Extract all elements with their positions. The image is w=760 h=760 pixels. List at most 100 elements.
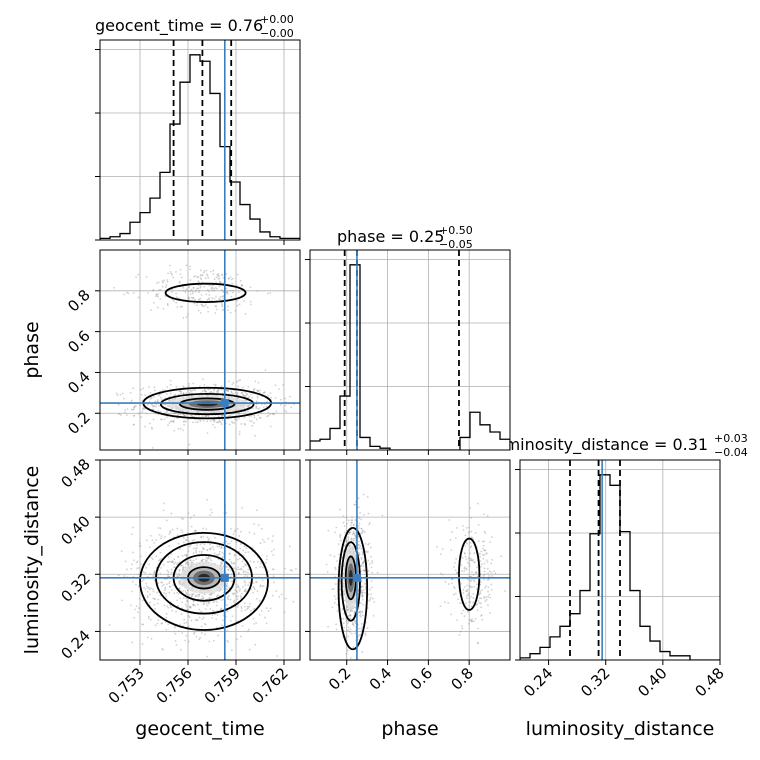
sample-point — [274, 397, 277, 399]
sample-point — [470, 516, 473, 519]
sample-point — [185, 316, 188, 318]
sample-point — [203, 602, 206, 605]
sample-point — [201, 390, 204, 393]
sample-point — [206, 536, 209, 539]
sample-point — [489, 596, 492, 599]
sample-point — [185, 591, 188, 594]
sample-point — [236, 381, 239, 383]
sample-point — [469, 552, 472, 555]
sample-point — [463, 566, 466, 569]
sample-point — [230, 527, 232, 530]
sample-point — [226, 588, 228, 591]
sample-point — [490, 571, 493, 574]
sample-point — [335, 526, 338, 529]
sample-point — [454, 592, 457, 595]
sample-point — [339, 539, 342, 542]
sample-point — [471, 586, 473, 589]
sample-point — [273, 581, 275, 584]
sample-point — [149, 534, 152, 537]
truth-marker — [352, 573, 361, 582]
sample-point — [238, 430, 241, 433]
sample-point — [132, 408, 134, 411]
sample-point — [451, 530, 454, 533]
sample-point — [206, 274, 209, 277]
sample-point — [182, 413, 185, 416]
sample-point — [180, 564, 183, 567]
sample-point — [466, 542, 469, 545]
sample-point — [155, 555, 158, 558]
panel-border — [519, 459, 721, 661]
sample-point — [349, 617, 352, 620]
sample-point — [188, 297, 190, 300]
sample-point — [233, 562, 236, 565]
sample-point — [465, 589, 468, 592]
sample-point — [162, 307, 165, 310]
sample-point — [240, 392, 243, 394]
sample-point — [192, 559, 195, 562]
sample-point — [225, 540, 228, 543]
sample-point — [363, 569, 366, 572]
sample-point — [468, 530, 471, 533]
sample-point — [482, 557, 485, 560]
x-tick-label-phase: 0.8 — [447, 664, 477, 694]
sample-point — [361, 626, 363, 629]
sample-point — [188, 616, 191, 618]
sample-point — [345, 539, 348, 542]
sample-point — [352, 623, 355, 626]
sample-point — [482, 574, 485, 577]
sample-point — [269, 291, 272, 294]
sample-point — [208, 597, 211, 600]
sample-point — [351, 519, 354, 522]
sample-point — [229, 276, 232, 279]
sample-point — [463, 567, 466, 570]
sample-point — [244, 588, 247, 591]
sample-point — [195, 547, 197, 550]
panel-border — [99, 249, 301, 451]
sample-point — [450, 582, 453, 585]
sample-point — [139, 545, 141, 548]
sample-point — [153, 572, 155, 575]
sample-point — [192, 286, 195, 289]
sample-point — [361, 611, 364, 614]
sample-point — [248, 605, 251, 608]
sample-point — [165, 628, 168, 631]
sample-point — [250, 393, 252, 396]
sample-point — [473, 585, 476, 588]
sample-point — [191, 593, 193, 596]
sample-point — [364, 634, 367, 637]
y-tick-label-phase: 0.2 — [64, 408, 94, 438]
sample-point — [263, 541, 266, 544]
sample-point — [369, 588, 371, 591]
sample-point — [230, 573, 233, 576]
sample-point — [196, 304, 198, 307]
sample-point — [192, 603, 195, 606]
sample-point — [211, 299, 214, 302]
sample-point — [176, 575, 179, 578]
sample-point — [353, 533, 356, 535]
sample-point — [184, 420, 187, 423]
sample-point — [225, 565, 228, 568]
sample-point — [192, 603, 195, 606]
sample-point — [215, 281, 217, 284]
sample-point — [248, 395, 251, 398]
sample-point — [362, 530, 365, 533]
sample-point — [179, 623, 182, 626]
sample-point — [255, 597, 258, 600]
sample-point — [178, 592, 180, 595]
sample-point — [347, 629, 350, 632]
sample-point — [163, 502, 166, 505]
sample-point — [204, 630, 207, 633]
sample-point — [231, 592, 234, 595]
sample-point — [132, 423, 135, 426]
sample-point — [304, 545, 306, 547]
sample-point — [165, 612, 168, 615]
panel-geocent-time-vs-geocent-time — [95, 39, 301, 241]
sample-point — [213, 383, 216, 386]
sample-point — [266, 415, 269, 418]
sample-point — [208, 601, 210, 604]
sample-point — [179, 392, 182, 395]
sample-point — [269, 425, 272, 428]
sample-point — [362, 589, 365, 592]
sample-point — [212, 601, 215, 604]
sample-point — [220, 607, 223, 610]
